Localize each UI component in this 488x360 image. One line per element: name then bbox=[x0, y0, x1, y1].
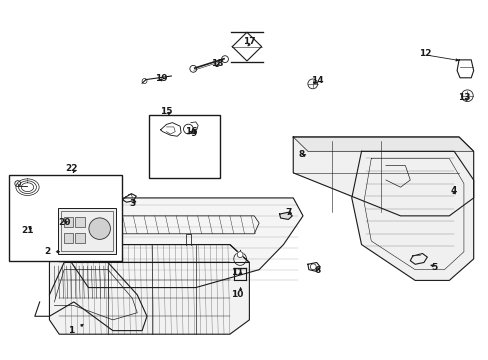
Bar bbox=[75, 233, 84, 243]
Polygon shape bbox=[34, 209, 87, 233]
Polygon shape bbox=[17, 220, 31, 233]
Bar bbox=[64, 233, 73, 243]
Text: 12: 12 bbox=[418, 49, 430, 58]
Text: 21: 21 bbox=[21, 226, 34, 235]
Text: 19: 19 bbox=[155, 75, 167, 84]
Text: 18: 18 bbox=[211, 59, 224, 68]
Text: 14: 14 bbox=[311, 76, 323, 85]
Circle shape bbox=[183, 124, 193, 134]
Text: 1: 1 bbox=[68, 326, 74, 335]
Polygon shape bbox=[59, 216, 259, 234]
Bar bbox=[75, 217, 84, 227]
Bar bbox=[21, 212, 27, 216]
Text: 9: 9 bbox=[190, 129, 196, 138]
Polygon shape bbox=[351, 151, 473, 280]
Polygon shape bbox=[64, 198, 303, 288]
Bar bbox=[149, 116, 220, 178]
Polygon shape bbox=[49, 244, 249, 334]
Text: 10: 10 bbox=[230, 289, 243, 298]
Text: 11: 11 bbox=[230, 268, 243, 277]
Bar bbox=[58, 208, 116, 254]
Polygon shape bbox=[293, 137, 473, 216]
Text: 17: 17 bbox=[243, 37, 255, 46]
Circle shape bbox=[461, 90, 472, 102]
Text: 3: 3 bbox=[129, 199, 135, 208]
Bar bbox=[64, 217, 73, 227]
Text: 22: 22 bbox=[65, 164, 78, 173]
Text: 2: 2 bbox=[44, 247, 50, 256]
Polygon shape bbox=[279, 212, 292, 220]
Text: 6: 6 bbox=[314, 266, 320, 275]
Text: 5: 5 bbox=[431, 264, 437, 273]
Circle shape bbox=[307, 79, 317, 89]
Polygon shape bbox=[293, 137, 473, 151]
Text: 20: 20 bbox=[58, 218, 70, 227]
Bar bbox=[42, 212, 82, 230]
Text: 4: 4 bbox=[450, 186, 456, 195]
Text: 8: 8 bbox=[298, 150, 305, 159]
Polygon shape bbox=[59, 244, 249, 262]
Text: 16: 16 bbox=[184, 127, 197, 136]
Text: 15: 15 bbox=[160, 107, 172, 116]
Text: 7: 7 bbox=[285, 208, 291, 217]
Text: 13: 13 bbox=[457, 93, 469, 102]
Bar bbox=[9, 175, 122, 261]
Circle shape bbox=[237, 252, 243, 257]
Circle shape bbox=[64, 214, 81, 232]
Bar bbox=[61, 211, 113, 251]
Circle shape bbox=[89, 218, 110, 239]
